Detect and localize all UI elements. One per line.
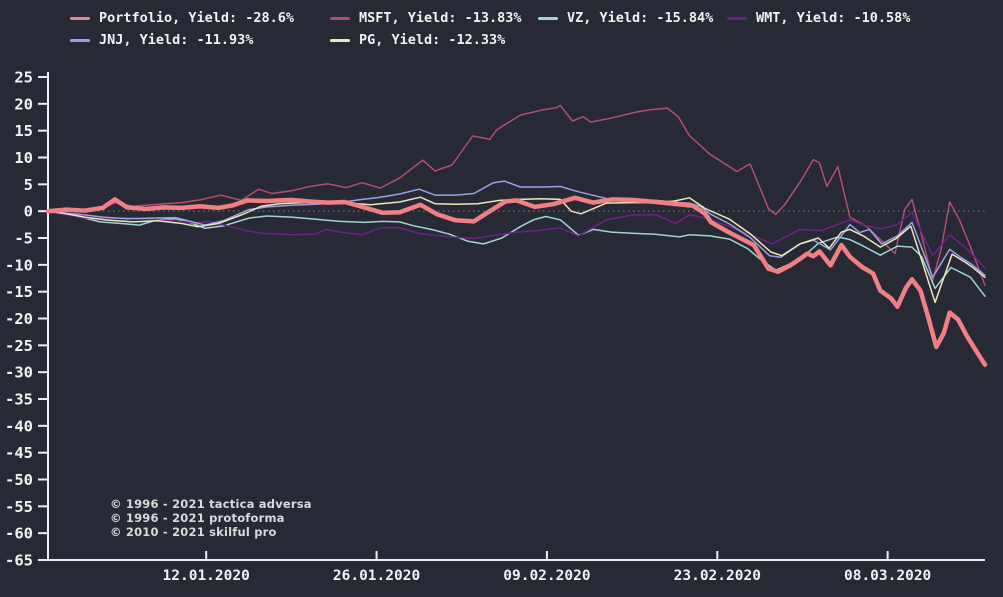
y-tick-label: -35: [5, 391, 33, 409]
x-tick-label: 08.03.2020: [844, 568, 931, 584]
legend-item-wmt[interactable]: WMT, Yield: -10.58%: [727, 9, 910, 27]
series-line-jnj: [47, 180, 986, 278]
y-tick-label: 25: [14, 69, 33, 87]
y-tick-label: -15: [5, 283, 33, 301]
y-tick-label: -25: [5, 337, 33, 355]
copyright-line: © 1996 - 2021 tactica adversa: [110, 497, 312, 511]
y-tick-label: 20: [14, 95, 33, 113]
series-line-wmt: [47, 210, 986, 269]
y-tick-label: -55: [5, 498, 33, 516]
chart-legend: Portfolio, Yield: -28.6% MSFT, Yield: -13…: [0, 0, 1003, 56]
legend-swatch-vz: [538, 16, 558, 20]
legend-swatch-jnj: [70, 38, 90, 42]
y-tick-label: -60: [5, 525, 33, 543]
legend-item-msft[interactable]: MSFT, Yield: -13.83%: [330, 9, 522, 27]
x-tick-label: 12.01.2020: [163, 568, 250, 584]
legend-swatch-wmt: [727, 16, 747, 20]
y-tick-label: -40: [5, 417, 33, 435]
y-tick-label: 15: [14, 122, 33, 140]
x-tick-label: 09.02.2020: [503, 568, 590, 584]
y-tick-label: -45: [5, 444, 33, 462]
legend-swatch-pg: [330, 38, 350, 42]
y-tick-label: -65: [5, 552, 33, 570]
legend-swatch-msft: [330, 16, 350, 20]
legend-label: WMT, Yield: -10.58%: [756, 10, 911, 26]
series-line-pg: [47, 196, 986, 304]
legend-label: JNJ, Yield: -11.93%: [99, 32, 254, 48]
legend-item-vz[interactable]: VZ, Yield: -15.84%: [538, 9, 713, 27]
x-tick-label: 26.01.2020: [333, 568, 420, 584]
y-tick-label: 10: [14, 149, 33, 167]
series-line-vz: [47, 210, 986, 297]
y-tick-label: -30: [5, 364, 33, 382]
y-tick-label: -5: [14, 230, 33, 248]
y-tick-label: -10: [5, 256, 33, 274]
y-tick-label: -50: [5, 471, 33, 489]
copyright-block: © 1996 - 2021 tactica adversa © 1996 - 2…: [110, 497, 312, 539]
copyright-line: © 1996 - 2021 protoforma: [110, 511, 285, 525]
copyright-line: © 2010 - 2021 skilful pro: [110, 525, 277, 539]
legend-label: PG, Yield: -12.33%: [359, 32, 506, 48]
legend-item-pg[interactable]: PG, Yield: -12.33%: [330, 31, 505, 49]
legend-label: Portfolio, Yield: -28.6%: [99, 10, 295, 26]
legend-swatch-portfolio: [70, 16, 90, 20]
legend-label: MSFT, Yield: -13.83%: [359, 10, 522, 26]
y-tick-label: -20: [5, 310, 33, 328]
legend-item-portfolio[interactable]: Portfolio, Yield: -28.6%: [70, 9, 294, 27]
x-tick-label: 23.02.2020: [674, 568, 761, 584]
series-line-portfolio: [45, 195, 988, 367]
legend-label: VZ, Yield: -15.84%: [567, 10, 714, 26]
legend-item-jnj[interactable]: JNJ, Yield: -11.93%: [70, 31, 253, 49]
series-line-msft: [47, 104, 986, 287]
y-tick-label: 0: [24, 203, 33, 221]
y-tick-label: 5: [24, 176, 33, 194]
